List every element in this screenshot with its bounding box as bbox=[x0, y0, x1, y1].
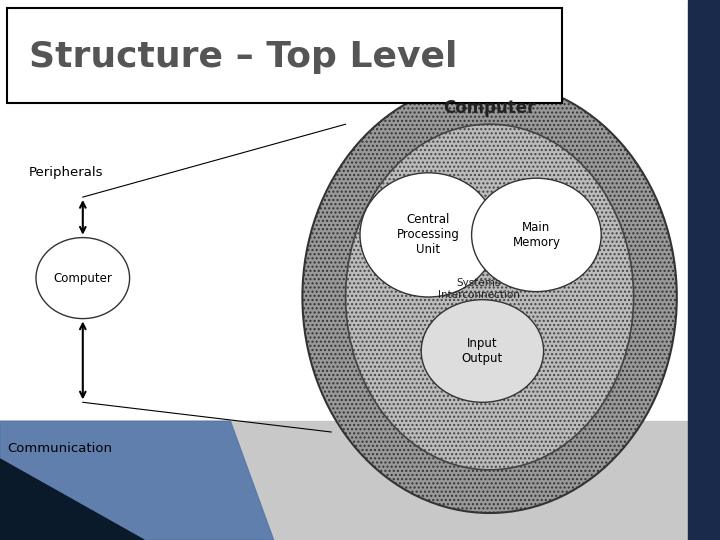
Text: Communication: Communication bbox=[7, 442, 112, 455]
Bar bbox=[688, 0, 720, 540]
Ellipse shape bbox=[302, 81, 677, 513]
Text: Central
Processing
Unit: Central Processing Unit bbox=[397, 213, 460, 256]
Text: Computer: Computer bbox=[53, 272, 112, 285]
Ellipse shape bbox=[421, 300, 544, 402]
Ellipse shape bbox=[346, 124, 634, 470]
Text: Structure – Top Level: Structure – Top Level bbox=[29, 40, 457, 73]
Ellipse shape bbox=[36, 238, 130, 319]
Polygon shape bbox=[0, 421, 274, 540]
Text: Peripherals: Peripherals bbox=[29, 166, 103, 179]
Bar bbox=[0, 421, 720, 540]
Text: Main
Memory: Main Memory bbox=[513, 221, 560, 249]
Polygon shape bbox=[0, 459, 144, 540]
Ellipse shape bbox=[472, 178, 601, 292]
Text: Systems
Interconnection: Systems Interconnection bbox=[438, 278, 520, 300]
Text: Computer: Computer bbox=[444, 99, 536, 117]
Ellipse shape bbox=[360, 173, 497, 297]
FancyBboxPatch shape bbox=[7, 8, 562, 103]
Text: Input
Output: Input Output bbox=[462, 337, 503, 365]
